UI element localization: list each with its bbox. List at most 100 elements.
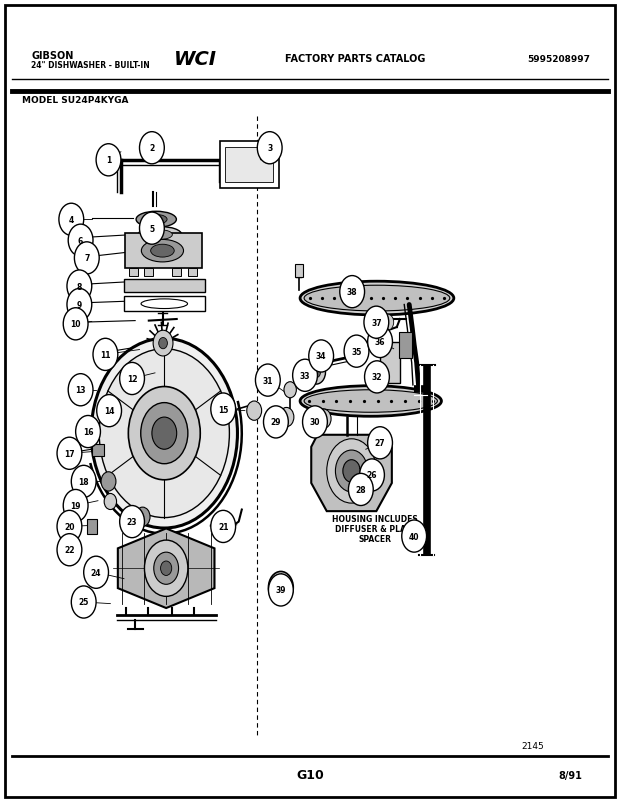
Circle shape <box>293 360 317 392</box>
Circle shape <box>327 439 376 503</box>
Circle shape <box>312 367 321 378</box>
Text: 24: 24 <box>91 568 101 577</box>
Text: 34: 34 <box>316 352 326 361</box>
Text: 13: 13 <box>76 385 86 395</box>
Text: 40: 40 <box>409 532 419 541</box>
Circle shape <box>141 403 188 464</box>
Ellipse shape <box>141 240 184 263</box>
Circle shape <box>402 520 427 552</box>
Circle shape <box>247 402 262 421</box>
Circle shape <box>154 552 179 585</box>
Circle shape <box>255 365 280 397</box>
Ellipse shape <box>138 227 182 243</box>
Text: 37: 37 <box>371 318 382 328</box>
Circle shape <box>57 534 82 566</box>
Circle shape <box>57 511 82 543</box>
FancyBboxPatch shape <box>188 269 197 277</box>
Circle shape <box>63 308 88 340</box>
Circle shape <box>140 213 164 245</box>
Ellipse shape <box>151 245 174 258</box>
Circle shape <box>67 289 92 321</box>
Circle shape <box>148 149 157 161</box>
Text: HOUSING INCLUDES
DIFFUSER & PLATE
SPACER: HOUSING INCLUDES DIFFUSER & PLATE SPACER <box>332 514 418 544</box>
Text: 22: 22 <box>64 545 74 555</box>
Circle shape <box>74 243 99 275</box>
Text: 15: 15 <box>218 405 228 414</box>
Text: 29: 29 <box>271 418 281 427</box>
Ellipse shape <box>148 230 172 240</box>
Circle shape <box>135 507 150 527</box>
Text: 39: 39 <box>276 585 286 595</box>
Circle shape <box>364 307 389 339</box>
FancyBboxPatch shape <box>172 269 181 277</box>
Text: 24" DISHWASHER - BUILT-IN: 24" DISHWASHER - BUILT-IN <box>31 61 150 71</box>
Ellipse shape <box>300 282 454 316</box>
Circle shape <box>344 336 369 368</box>
Text: 18: 18 <box>78 477 89 487</box>
Polygon shape <box>311 435 392 512</box>
FancyBboxPatch shape <box>63 536 74 552</box>
FancyBboxPatch shape <box>124 279 205 292</box>
Circle shape <box>274 579 288 597</box>
Circle shape <box>381 315 394 331</box>
Circle shape <box>257 132 282 165</box>
Circle shape <box>68 225 93 257</box>
Text: 8/91: 8/91 <box>559 770 582 780</box>
Text: 36: 36 <box>375 337 385 347</box>
Circle shape <box>309 340 334 373</box>
Circle shape <box>71 466 96 498</box>
FancyBboxPatch shape <box>225 148 273 183</box>
Text: 38: 38 <box>347 287 358 297</box>
Circle shape <box>264 406 288 438</box>
Text: 30: 30 <box>310 418 320 427</box>
Text: 31: 31 <box>263 376 273 385</box>
Circle shape <box>211 393 236 426</box>
Ellipse shape <box>304 286 450 312</box>
Circle shape <box>120 363 144 395</box>
Circle shape <box>335 450 368 492</box>
Circle shape <box>368 427 392 459</box>
Circle shape <box>368 326 392 358</box>
FancyBboxPatch shape <box>144 269 153 277</box>
Text: 10: 10 <box>71 320 81 329</box>
Text: 6: 6 <box>78 236 83 246</box>
Text: 35: 35 <box>352 347 361 357</box>
FancyBboxPatch shape <box>5 6 615 797</box>
FancyBboxPatch shape <box>129 269 138 277</box>
Ellipse shape <box>136 212 177 228</box>
Text: 21: 21 <box>218 522 228 532</box>
Circle shape <box>279 408 294 427</box>
FancyBboxPatch shape <box>220 142 279 189</box>
Circle shape <box>365 361 389 393</box>
Circle shape <box>307 361 326 385</box>
Circle shape <box>57 438 82 470</box>
Circle shape <box>63 490 88 522</box>
FancyBboxPatch shape <box>399 332 412 358</box>
Text: 25: 25 <box>79 597 89 607</box>
Circle shape <box>67 271 92 303</box>
Text: 26: 26 <box>367 471 377 480</box>
Text: 23: 23 <box>127 517 137 527</box>
Text: 16: 16 <box>83 427 93 437</box>
Text: FACTORY PARTS CATALOG: FACTORY PARTS CATALOG <box>285 55 425 64</box>
Text: 5: 5 <box>149 224 154 234</box>
Circle shape <box>144 540 188 597</box>
Circle shape <box>93 339 118 371</box>
FancyBboxPatch shape <box>125 234 202 269</box>
Text: 11: 11 <box>100 350 110 360</box>
Circle shape <box>350 344 367 366</box>
Circle shape <box>76 416 100 448</box>
Circle shape <box>152 418 177 450</box>
FancyBboxPatch shape <box>295 265 303 278</box>
Text: MODEL SU24P4KYGA: MODEL SU24P4KYGA <box>22 96 128 105</box>
Circle shape <box>284 382 296 398</box>
Text: 32: 32 <box>372 373 382 382</box>
Text: 9: 9 <box>77 300 82 310</box>
Text: 33: 33 <box>300 371 310 381</box>
Text: GIBSON: GIBSON <box>31 51 73 61</box>
Circle shape <box>153 331 173 357</box>
Circle shape <box>348 474 373 506</box>
Ellipse shape <box>304 390 437 413</box>
Circle shape <box>316 410 331 429</box>
Circle shape <box>91 339 237 528</box>
